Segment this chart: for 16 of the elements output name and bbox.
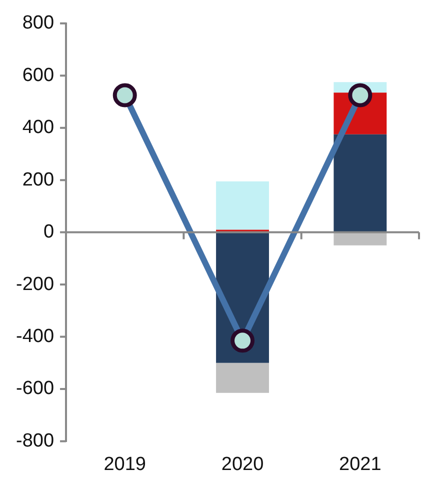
bar — [216, 181, 269, 230]
y-tick-label: -200 — [16, 274, 54, 295]
y-tick-label: 800 — [22, 12, 54, 34]
bar — [334, 232, 387, 246]
y-tick-label: 400 — [22, 117, 54, 138]
y-tick-label: -400 — [16, 326, 54, 347]
y-tick-label: 200 — [22, 169, 54, 190]
y-tick-label: -600 — [16, 378, 54, 400]
y-tick-label: 0 — [43, 222, 54, 243]
x-tick-label: 2021 — [339, 454, 382, 475]
bar — [216, 362, 269, 393]
y-tick-label: 600 — [22, 64, 54, 86]
y-tick-label: -800 — [16, 430, 54, 452]
x-tick-label: 2020 — [221, 454, 264, 475]
x-tick-label: 2019 — [104, 454, 146, 475]
bar — [334, 134, 387, 232]
